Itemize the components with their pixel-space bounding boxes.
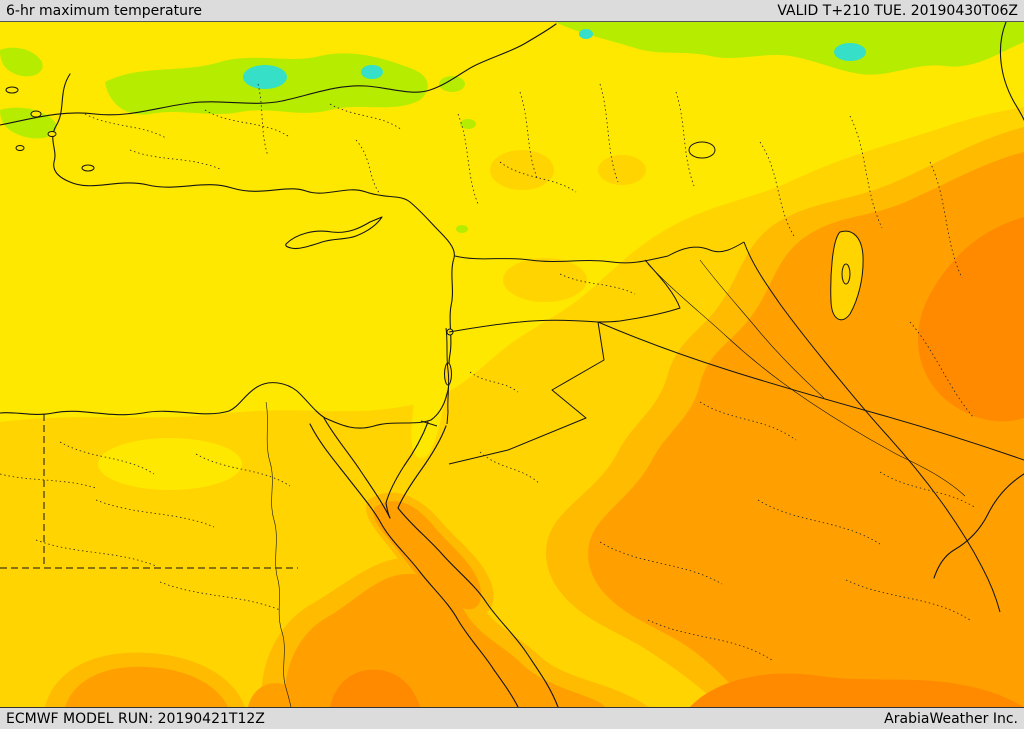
temperature-fill-layers [0, 22, 1024, 707]
nile-river [265, 401, 292, 707]
temp-fill-green-band [555, 22, 1024, 75]
coastlines [0, 22, 1024, 707]
border-iraq-saudi [597, 321, 1024, 461]
temperature-map [0, 22, 1024, 707]
tigris-river [699, 259, 825, 399]
lake-urmia-island [841, 263, 851, 285]
temp-fill-deep-orange [917, 217, 1024, 422]
map-area [0, 22, 1024, 707]
temp-fill-golden-patch [490, 150, 554, 190]
dotted-boundary [849, 115, 883, 229]
dotted-boundary [845, 579, 971, 621]
border-egypt-israel [420, 420, 438, 427]
dotted-boundary [329, 103, 403, 131]
dotted-boundary [929, 161, 963, 279]
temp-fill-green-blob [439, 76, 465, 92]
dotted-boundary [159, 581, 281, 611]
valid-time-label: VALID T+210 TUE. 20190430T06Z [777, 2, 1018, 19]
temp-fill-deep-orange [330, 669, 420, 707]
coastline-sinai-east [385, 421, 429, 519]
border-syria-jordan [448, 319, 599, 333]
temp-fill-green-blob [456, 225, 468, 233]
temp-fill-cyan-spot [579, 29, 593, 39]
border-iran-iraq [743, 241, 1001, 613]
coastline-med-levant-egypt [0, 73, 455, 429]
border-turkey-syria [454, 255, 669, 264]
dotted-boundary [35, 539, 157, 567]
dotted-boundary [204, 109, 289, 137]
coastline-persian-gulf [933, 473, 1024, 579]
temp-fill-lemon-patch [411, 321, 449, 458]
lake-van [688, 141, 716, 159]
aegean-island [30, 110, 42, 118]
country-borders [0, 241, 1024, 613]
dotted-boundary [457, 113, 479, 205]
coastline-black-sea [0, 23, 557, 126]
temp-fill-green-blob [0, 47, 43, 77]
dotted-boundary [499, 161, 577, 193]
border-turkey-iraq-iran [667, 241, 745, 257]
dotted-boundary [95, 499, 215, 528]
model-run-label: ECMWF MODEL RUN: 20190421T12Z [6, 710, 265, 727]
temp-fill-orange-blob [65, 666, 228, 707]
footer-bar: ECMWF MODEL RUN: 20190421T12Z ArabiaWeat… [0, 707, 1024, 729]
coastline-gulf-suez-red-sea-west [309, 423, 519, 707]
dotted-boundary [675, 91, 695, 187]
coastline-cyprus [285, 216, 383, 250]
dotted-boundary [519, 91, 539, 181]
temp-fill-golden-patch [503, 258, 587, 302]
aegean-island [5, 86, 19, 94]
temp-fill-green-blob [460, 119, 476, 129]
temp-fill-orange-main [588, 152, 1024, 707]
lakes-and-islands [5, 86, 864, 386]
credit-label: ArabiaWeather Inc. [884, 710, 1018, 727]
dotted-boundary [0, 473, 97, 489]
dotted-boundary [559, 273, 636, 295]
border-israel-jordan [445, 327, 450, 425]
temp-fill-deep-orange [690, 673, 1024, 707]
aegean-island [47, 131, 57, 137]
temp-fill-cyan-spot [834, 43, 866, 61]
dotted-boundary [757, 499, 881, 545]
temp-fill-cyan-spot [243, 65, 287, 89]
dotted-boundary [469, 371, 519, 393]
admin-boundaries-dotted [0, 83, 977, 661]
temp-fill-golden-patch [598, 155, 646, 185]
temp-fill-orange-blob [248, 683, 306, 707]
dotted-boundary [879, 471, 977, 509]
coastline-gulf-aqaba-red-sea-east [397, 425, 559, 707]
dotted-boundary [355, 139, 381, 195]
dotted-boundary [479, 451, 541, 485]
map-title: 6-hr maximum temperature [6, 2, 203, 19]
border-jordan-saudi-zigzag [448, 321, 605, 465]
temp-fill-lemon-patch [98, 438, 242, 490]
rhodes-island [81, 164, 95, 172]
coastline-sinai-west [323, 417, 391, 519]
border-syria-iraq [597, 259, 681, 323]
coastline-caspian-corner [999, 22, 1024, 121]
dotted-boundary [84, 113, 167, 139]
temp-fill-cyan-spot [361, 65, 383, 79]
aegean-island [15, 145, 25, 151]
rivers [265, 259, 966, 707]
euphrates-river [647, 263, 966, 497]
temp-fill-orange-blob [373, 501, 482, 610]
temp-fill-green-blob [0, 107, 57, 139]
dotted-boundary [647, 619, 773, 661]
dotted-boundary [599, 541, 723, 585]
dotted-boundary [129, 149, 223, 171]
dotted-boundary [257, 83, 269, 157]
header-bar: 6-hr maximum temperature VALID T+210 TUE… [0, 0, 1024, 22]
